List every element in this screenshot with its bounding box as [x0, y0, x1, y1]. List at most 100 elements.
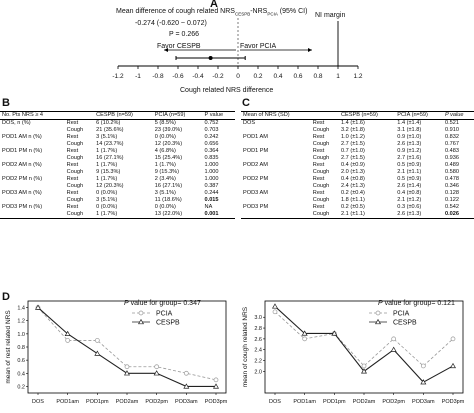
- table-c-cell-cespb: 2.4 (±1.3): [341, 183, 365, 189]
- cough-x-tick-label: POD2am: [353, 399, 376, 405]
- rest-y-tick-label: 0.2: [17, 384, 25, 390]
- table-b-row: POD3 PM n (%) Rest 0 (0.0%) 0 (0.0%) NA: [0, 204, 235, 211]
- table-b-row: Cough 21 (35.6%) 23 (39.0%) 0.703: [0, 127, 235, 134]
- forest-p-text: P = 0.266: [169, 31, 200, 38]
- table-b-cell-pcia: 0 (0.0%): [154, 204, 176, 210]
- table-c-cell-day: POD1 PM: [243, 148, 269, 154]
- forest-x-tick-label: -1: [135, 73, 141, 80]
- table-c-row: POD3 PM Rest 0.2 (±0.5) 0.3 (±0.6) 0.542: [241, 204, 474, 211]
- table-c-cell-cespb: 0.4 (±0.8): [341, 176, 365, 182]
- table-c-cell-p: 0.489: [445, 162, 460, 168]
- rest-legend-marker-pcia: [138, 310, 144, 316]
- table-c-header: CESPB (n=59): [339, 111, 396, 120]
- table-c-cell-cespb: 0.4 (±0.9): [341, 162, 365, 168]
- rest-x-tick-label: POD2pm: [145, 399, 168, 405]
- table-c-cell-p: 0.128: [445, 190, 460, 196]
- table-b-cell-pcia: 5 (8.5%): [154, 120, 176, 126]
- forest-x-tick-label: 1: [336, 73, 340, 80]
- rest-x-tick-label: POD3pm: [205, 399, 228, 405]
- table-b-cell-type: Rest: [66, 176, 79, 182]
- table-c-cell-cespb: 1.0 (±1.2): [341, 134, 365, 140]
- rest-point-pcia: [183, 370, 189, 376]
- cough-point-cespb: [390, 346, 397, 352]
- table-b-header: [64, 111, 95, 120]
- table-c-cell-type: Cough: [312, 183, 330, 189]
- cough-point-pcia: [420, 363, 426, 369]
- table-c-cell-p: 0.542: [445, 204, 460, 210]
- table-b-cell-pcia: 3 (5.1%): [154, 190, 176, 196]
- table-b-cell-pcia: 11 (18.6%): [154, 197, 182, 203]
- table-c-row: Cough 1.8 (±1.1) 2.1 (±1.2) 0.122: [241, 197, 474, 204]
- table-c-row: Cough 2.1 (±1.1) 2.6 (±1.3) 0.026: [241, 211, 474, 219]
- rest-y-tick-label: 1.0: [17, 332, 25, 338]
- panel-c-letter: C: [242, 97, 250, 109]
- cough-point-pcia: [450, 336, 456, 342]
- table-c-cell-pcia: 0.4 (±0.8): [397, 190, 422, 196]
- table-b-row: DOS, n (%) Rest 6 (10.2%) 5 (8.5%) 0.752: [0, 120, 235, 128]
- rest-x-tick-label: POD2am: [116, 399, 139, 405]
- table-c-cell-cespb: 2.7 (±1.5): [341, 141, 365, 147]
- table-b-cell-p: 1.000: [204, 162, 219, 168]
- table-b-cell-cespb: 3 (5.1%): [96, 134, 118, 140]
- favor-cespb-label: Favor CESPB: [157, 43, 201, 50]
- table-c-cell-day: [241, 141, 311, 148]
- table-c-cell-day: POD1 AM: [243, 134, 268, 140]
- table-b-cell-day: POD2 PM n (%): [2, 176, 43, 182]
- table-b-cell-cespb: 0 (0.0%): [96, 204, 118, 210]
- table-c-cell-type: Cough: [312, 127, 330, 133]
- rest-point-pcia: [124, 364, 130, 370]
- table-c-cell-p: 0.910: [445, 127, 460, 133]
- table-c-cell-day: POD2 PM: [243, 176, 269, 182]
- table-b: No. Pts NRS ≥ 4 CESPB (n=59) PCIA (n=59)…: [0, 111, 235, 219]
- table-c-cell-pcia: 2.6 (±1.4): [397, 183, 422, 189]
- rest-point-cespb: [212, 383, 220, 389]
- left-p-text: value for group= 0.347: [128, 300, 201, 307]
- table-c-cell-type: Cough: [312, 169, 330, 175]
- table-c-row: POD2 AM Rest 0.4 (±0.9) 0.5 (±0.9) 0.489: [241, 162, 474, 169]
- table-b-cell-pcia: 23 (39.0%): [154, 127, 183, 133]
- rest-point-pcia: [154, 364, 160, 370]
- rest-y-tick-label: 1.4: [17, 306, 25, 312]
- table-b-cell-cespb: 12 (20.3%): [96, 183, 124, 189]
- forest-plot: -1.2 -1 -0.8 -0.6 -0.4 -0.2 0 0.2 0.4 0.6 0.8 1 1.2: [112, 18, 363, 80]
- table-b-cell-pcia: 15 (25.4%): [154, 155, 183, 161]
- table-c-cell-p: 0.122: [445, 197, 460, 203]
- rest-x-tick-label: POD1pm: [86, 399, 109, 405]
- table-c-cell-cespb: 0.2 (±0.5): [341, 204, 365, 210]
- table-c-cell-pcia: 0.9 (±1.0): [397, 134, 422, 140]
- table-b-cell-cespb: 21 (35.6%): [96, 127, 124, 133]
- table-c-row: Cough 2.4 (±1.3) 2.6 (±1.4) 0.346: [241, 183, 474, 190]
- table-c-header: P value: [443, 111, 474, 120]
- table-c-cell-p: 0.478: [445, 176, 460, 182]
- rest-legend-label-pcia: PCIA: [156, 311, 173, 318]
- cough-x-tick-label: POD1am: [293, 399, 316, 405]
- table-b-cell-type: Rest: [66, 120, 79, 126]
- table-b-cell-cespb: 6 (10.2%): [96, 120, 121, 126]
- forest-x-tick-label: 1.2: [353, 73, 362, 80]
- table-c-header: Mean of NRS (SD): [241, 111, 311, 120]
- table-b-cell-day: [0, 155, 65, 162]
- table-c-cell-cespb: 1.4 (±1.6): [341, 120, 365, 126]
- table-b-cell-pcia: 13 (22.0%): [152, 211, 203, 219]
- table-c-cell-type: Cough: [312, 141, 330, 147]
- table-c-row: POD1 PM Rest 0.7 (±1.0) 0.9 (±1.2) 0.483: [241, 148, 474, 155]
- table-b-row: POD2 AM n (%) Rest 1 (1.7%) 1 (1.7%) 1.000: [0, 162, 235, 169]
- table-c-cell-pcia: 0.5 (±0.9): [397, 176, 422, 182]
- table-b-row: Cough 16 (27.1%) 15 (25.4%) 0.835: [0, 155, 235, 162]
- table-c-cell-type: Rest: [312, 148, 325, 154]
- rest-point-pcia: [94, 338, 100, 343]
- table-b-cell-day: DOS, n (%): [2, 120, 31, 126]
- table-b-cell-pcia: 2 (3.4%): [154, 176, 176, 182]
- panel-a-letter: A: [210, 0, 218, 10]
- table-c-cell-pcia: 0.3 (±0.6): [397, 204, 422, 210]
- cough-y-axis-label: mean of cough related NRS: [242, 306, 249, 387]
- table-c-cell-day: [241, 211, 311, 219]
- forest-x-tick-label: 0: [236, 73, 240, 80]
- forest-title-sub2: PCIA: [267, 11, 278, 17]
- rest-legend-label-cespb: CESPB: [156, 320, 180, 327]
- table-b-cell-p: 0.835: [204, 155, 219, 161]
- cough-y-tick-label: 2.2: [254, 359, 262, 365]
- table-b-cell-type: Rest: [66, 190, 79, 196]
- rest-x-tick-label: DOS: [32, 399, 44, 405]
- cough-series-line-pcia: [274, 311, 454, 367]
